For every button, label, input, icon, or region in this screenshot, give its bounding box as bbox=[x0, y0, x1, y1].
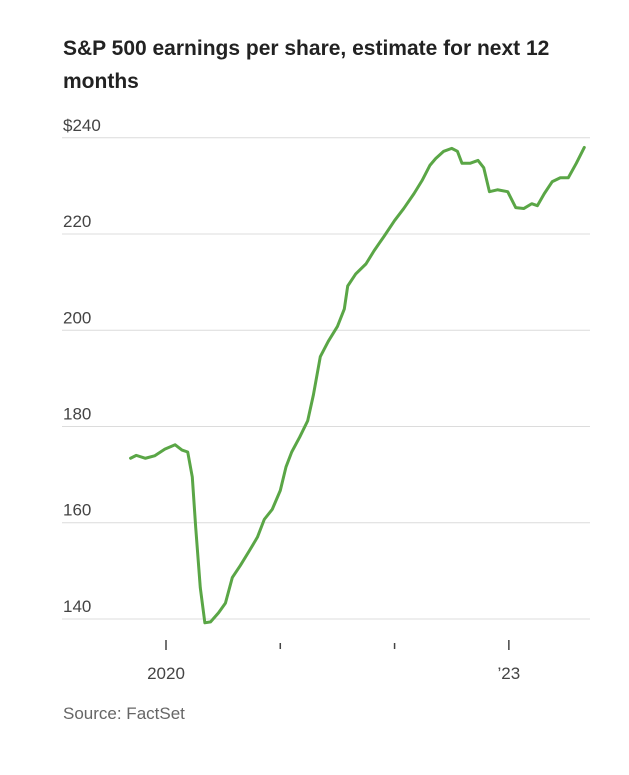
y-tick-label: 180 bbox=[63, 405, 91, 424]
chart-title: S&P 500 earnings per share, estimate for… bbox=[63, 37, 550, 93]
y-tick-label: 140 bbox=[63, 597, 91, 616]
y-tick-label: 220 bbox=[63, 212, 91, 231]
x-tick-label: 2020 bbox=[147, 664, 185, 683]
y-tick-label: 200 bbox=[63, 308, 91, 327]
y-tick-label: 160 bbox=[63, 501, 91, 520]
y-tick-label: $240 bbox=[63, 116, 101, 135]
data-line bbox=[129, 145, 586, 625]
source: Source: FactSet bbox=[63, 704, 185, 723]
x-tick-label: ’23 bbox=[498, 664, 521, 683]
